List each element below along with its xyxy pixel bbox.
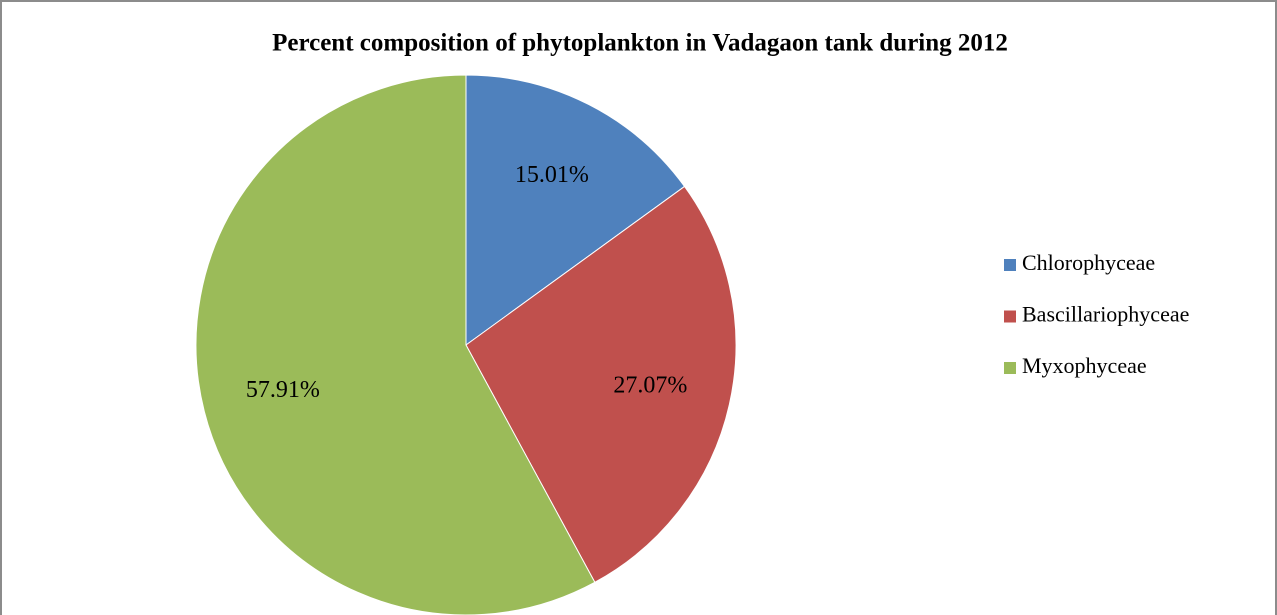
data-label: 27.07% bbox=[613, 372, 687, 398]
chart-title: Percent composition of phytoplankton in … bbox=[272, 30, 1008, 57]
legend-swatch bbox=[1004, 362, 1016, 374]
data-label: 15.01% bbox=[515, 162, 589, 188]
legend-label: Myxophyceae bbox=[1022, 353, 1147, 378]
pie-slice bbox=[465, 185, 737, 583]
legend-swatch bbox=[1004, 259, 1016, 271]
data-label: 57.91% bbox=[246, 377, 320, 403]
legend-label: Bascillariophyceae bbox=[1022, 302, 1189, 327]
legend-label: Chlorophyceae bbox=[1022, 250, 1155, 275]
legend-swatch bbox=[1004, 310, 1016, 323]
pie-slice bbox=[465, 74, 686, 346]
